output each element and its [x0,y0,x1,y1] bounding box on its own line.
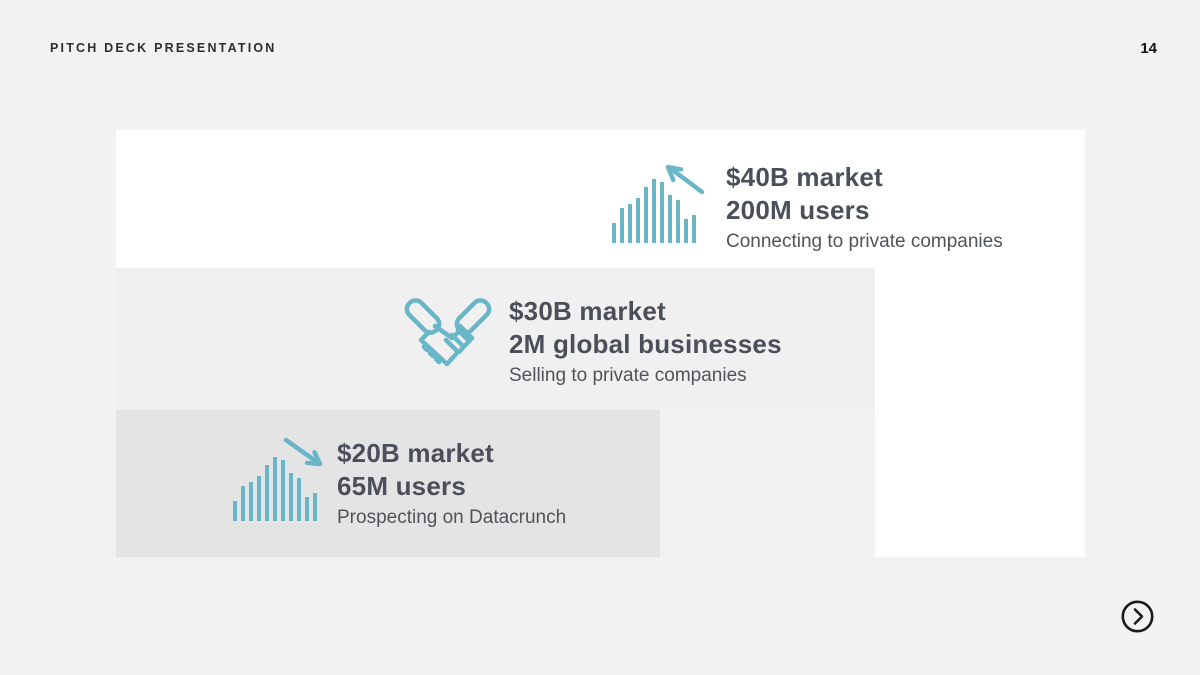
white-band-top [116,130,1085,268]
tier-description: Connecting to private companies [726,231,1003,252]
market-size: $20B market [337,438,494,468]
next-slide-button[interactable] [1120,599,1155,634]
chevron-right-icon [1120,599,1155,634]
gray-band-bottom [116,410,660,557]
audience-size: 65M users [337,471,466,501]
tier-middle-text: $30B market 2M global businesses Selling… [509,295,782,388]
tier-bottom-text: $20B market 65M users Prospecting on Dat… [337,437,566,530]
white-band-right [875,268,1085,557]
tier-description: Selling to private companies [509,365,747,386]
bar-chart-down-arrow-icon [231,437,327,528]
gray-band-middle [116,268,875,410]
market-size: $40B market [726,162,883,192]
tier-top-text: $40B market 200M users Connecting to pri… [726,161,1003,254]
handshake-icon [402,292,494,387]
presentation-title: PITCH DECK PRESENTATION [50,41,277,55]
bar-chart-up-arrow-icon [610,159,706,250]
market-size: $30B market [509,296,666,326]
tier-description: Prospecting on Datacrunch [337,507,567,528]
audience-size: 200M users [726,195,870,225]
audience-size: 2M global businesses [509,329,782,359]
page-number: 14 [1140,40,1157,57]
